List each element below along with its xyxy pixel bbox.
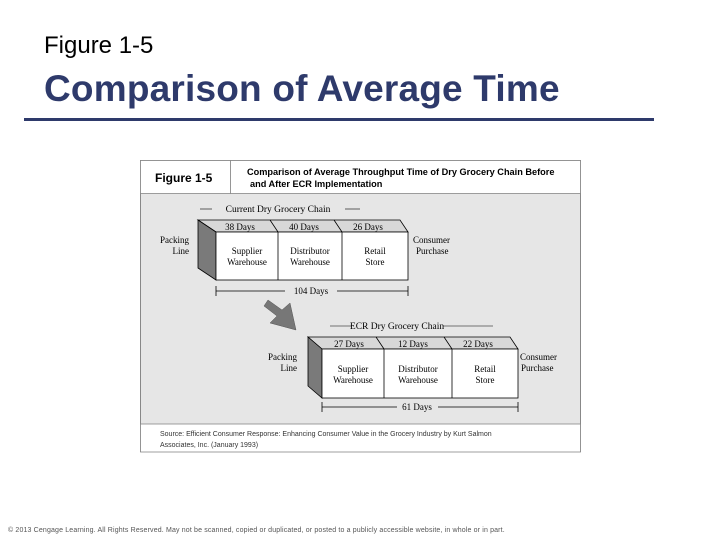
source-line1: Source: Efficient Consumer Response: Enh…: [160, 431, 492, 438]
current-seg1-name-1: Supplier: [232, 246, 263, 256]
ecr-top-divider-1: [375, 336, 385, 350]
figure-header-label-box: [140, 160, 231, 194]
figure-number-heading: Figure 1-5: [44, 32, 154, 59]
current-seg2-name-2: Warehouse: [290, 257, 330, 267]
current-start-label-1: Packing: [160, 235, 189, 245]
ecr-end-label-2: Purchase: [521, 363, 554, 373]
ecr-end-label-1: Consumer: [520, 352, 557, 362]
current-chain-front-face: [215, 231, 409, 281]
current-end-label-1: Consumer: [413, 235, 450, 245]
current-seg1-name-2: Warehouse: [227, 257, 267, 267]
title-underline: [24, 118, 654, 121]
current-seg2-name-1: Distributor: [290, 246, 330, 256]
current-end-label-2: Purchase: [416, 246, 449, 256]
source-box: [140, 423, 581, 453]
ecr-seg2-days: 12 Days: [398, 339, 428, 349]
current-seg3-name-2: Store: [366, 257, 385, 267]
current-top-divider-2: [333, 219, 343, 233]
figure-caption-line1: Comparison of Average Throughput Time of…: [247, 167, 554, 177]
figure-diagram: Figure 1-5 Comparison of Average Through…: [140, 160, 581, 453]
current-total-days: 104 Days: [294, 286, 329, 296]
ecr-seg1-name-1: Supplier: [338, 364, 369, 374]
ecr-start-label-2: Line: [281, 363, 298, 373]
current-seg3-name-1: Retail: [364, 246, 386, 256]
ecr-seg3-name-2: Store: [476, 375, 495, 385]
ecr-seg1-name-2: Warehouse: [333, 375, 373, 385]
ecr-seg2-name-1: Distributor: [398, 364, 438, 374]
ecr-total-days: 61 Days: [402, 402, 432, 412]
current-seg1-days: 38 Days: [225, 222, 255, 232]
ecr-seg2-name-2: Warehouse: [398, 375, 438, 385]
ecr-seg3-days: 22 Days: [463, 339, 493, 349]
transition-arrow: [263, 299, 297, 331]
ecr-seg1-days: 27 Days: [334, 339, 364, 349]
ecr-start-label-1: Packing: [268, 352, 297, 362]
current-start-label-2: Line: [173, 246, 190, 256]
figure-header-label: Figure 1-5: [155, 171, 213, 185]
current-chain-title: Current Dry Grocery Chain: [226, 205, 331, 215]
current-seg3-days: 26 Days: [353, 222, 383, 232]
figure-panel: [140, 160, 581, 452]
ecr-top-divider-2: [443, 336, 453, 350]
current-top-divider-1: [269, 219, 279, 233]
copyright-notice: © 2013 Cengage Learning. All Rights Rese…: [8, 527, 505, 534]
ecr-chain-title: ECR Dry Grocery Chain: [350, 322, 444, 332]
source-line2: Associates, Inc. (January 1993): [160, 442, 258, 449]
figure-caption-box: [230, 160, 581, 194]
slide-title: Comparison of Average Time: [44, 68, 560, 109]
current-seg2-days: 40 Days: [289, 222, 319, 232]
figure-caption-line2: and After ECR Implementation: [250, 179, 383, 189]
ecr-chain-front-face: [321, 348, 519, 399]
ecr-seg3-name-1: Retail: [474, 364, 496, 374]
